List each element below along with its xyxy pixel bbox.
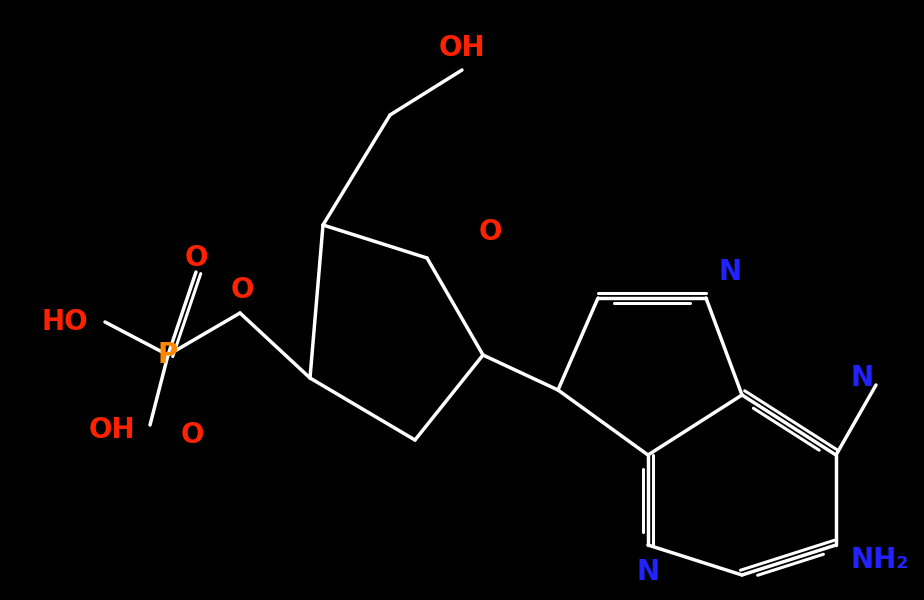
Text: O: O bbox=[184, 244, 208, 272]
Text: O: O bbox=[479, 218, 502, 246]
Text: P: P bbox=[158, 341, 178, 369]
Text: OH: OH bbox=[89, 416, 135, 444]
Text: N: N bbox=[719, 258, 742, 286]
Text: NH₂: NH₂ bbox=[851, 546, 909, 574]
Text: O: O bbox=[230, 276, 254, 304]
Text: N: N bbox=[637, 558, 660, 586]
Text: HO: HO bbox=[42, 308, 89, 336]
Text: O: O bbox=[180, 421, 204, 449]
Text: OH: OH bbox=[439, 34, 485, 62]
Text: N: N bbox=[850, 364, 873, 392]
